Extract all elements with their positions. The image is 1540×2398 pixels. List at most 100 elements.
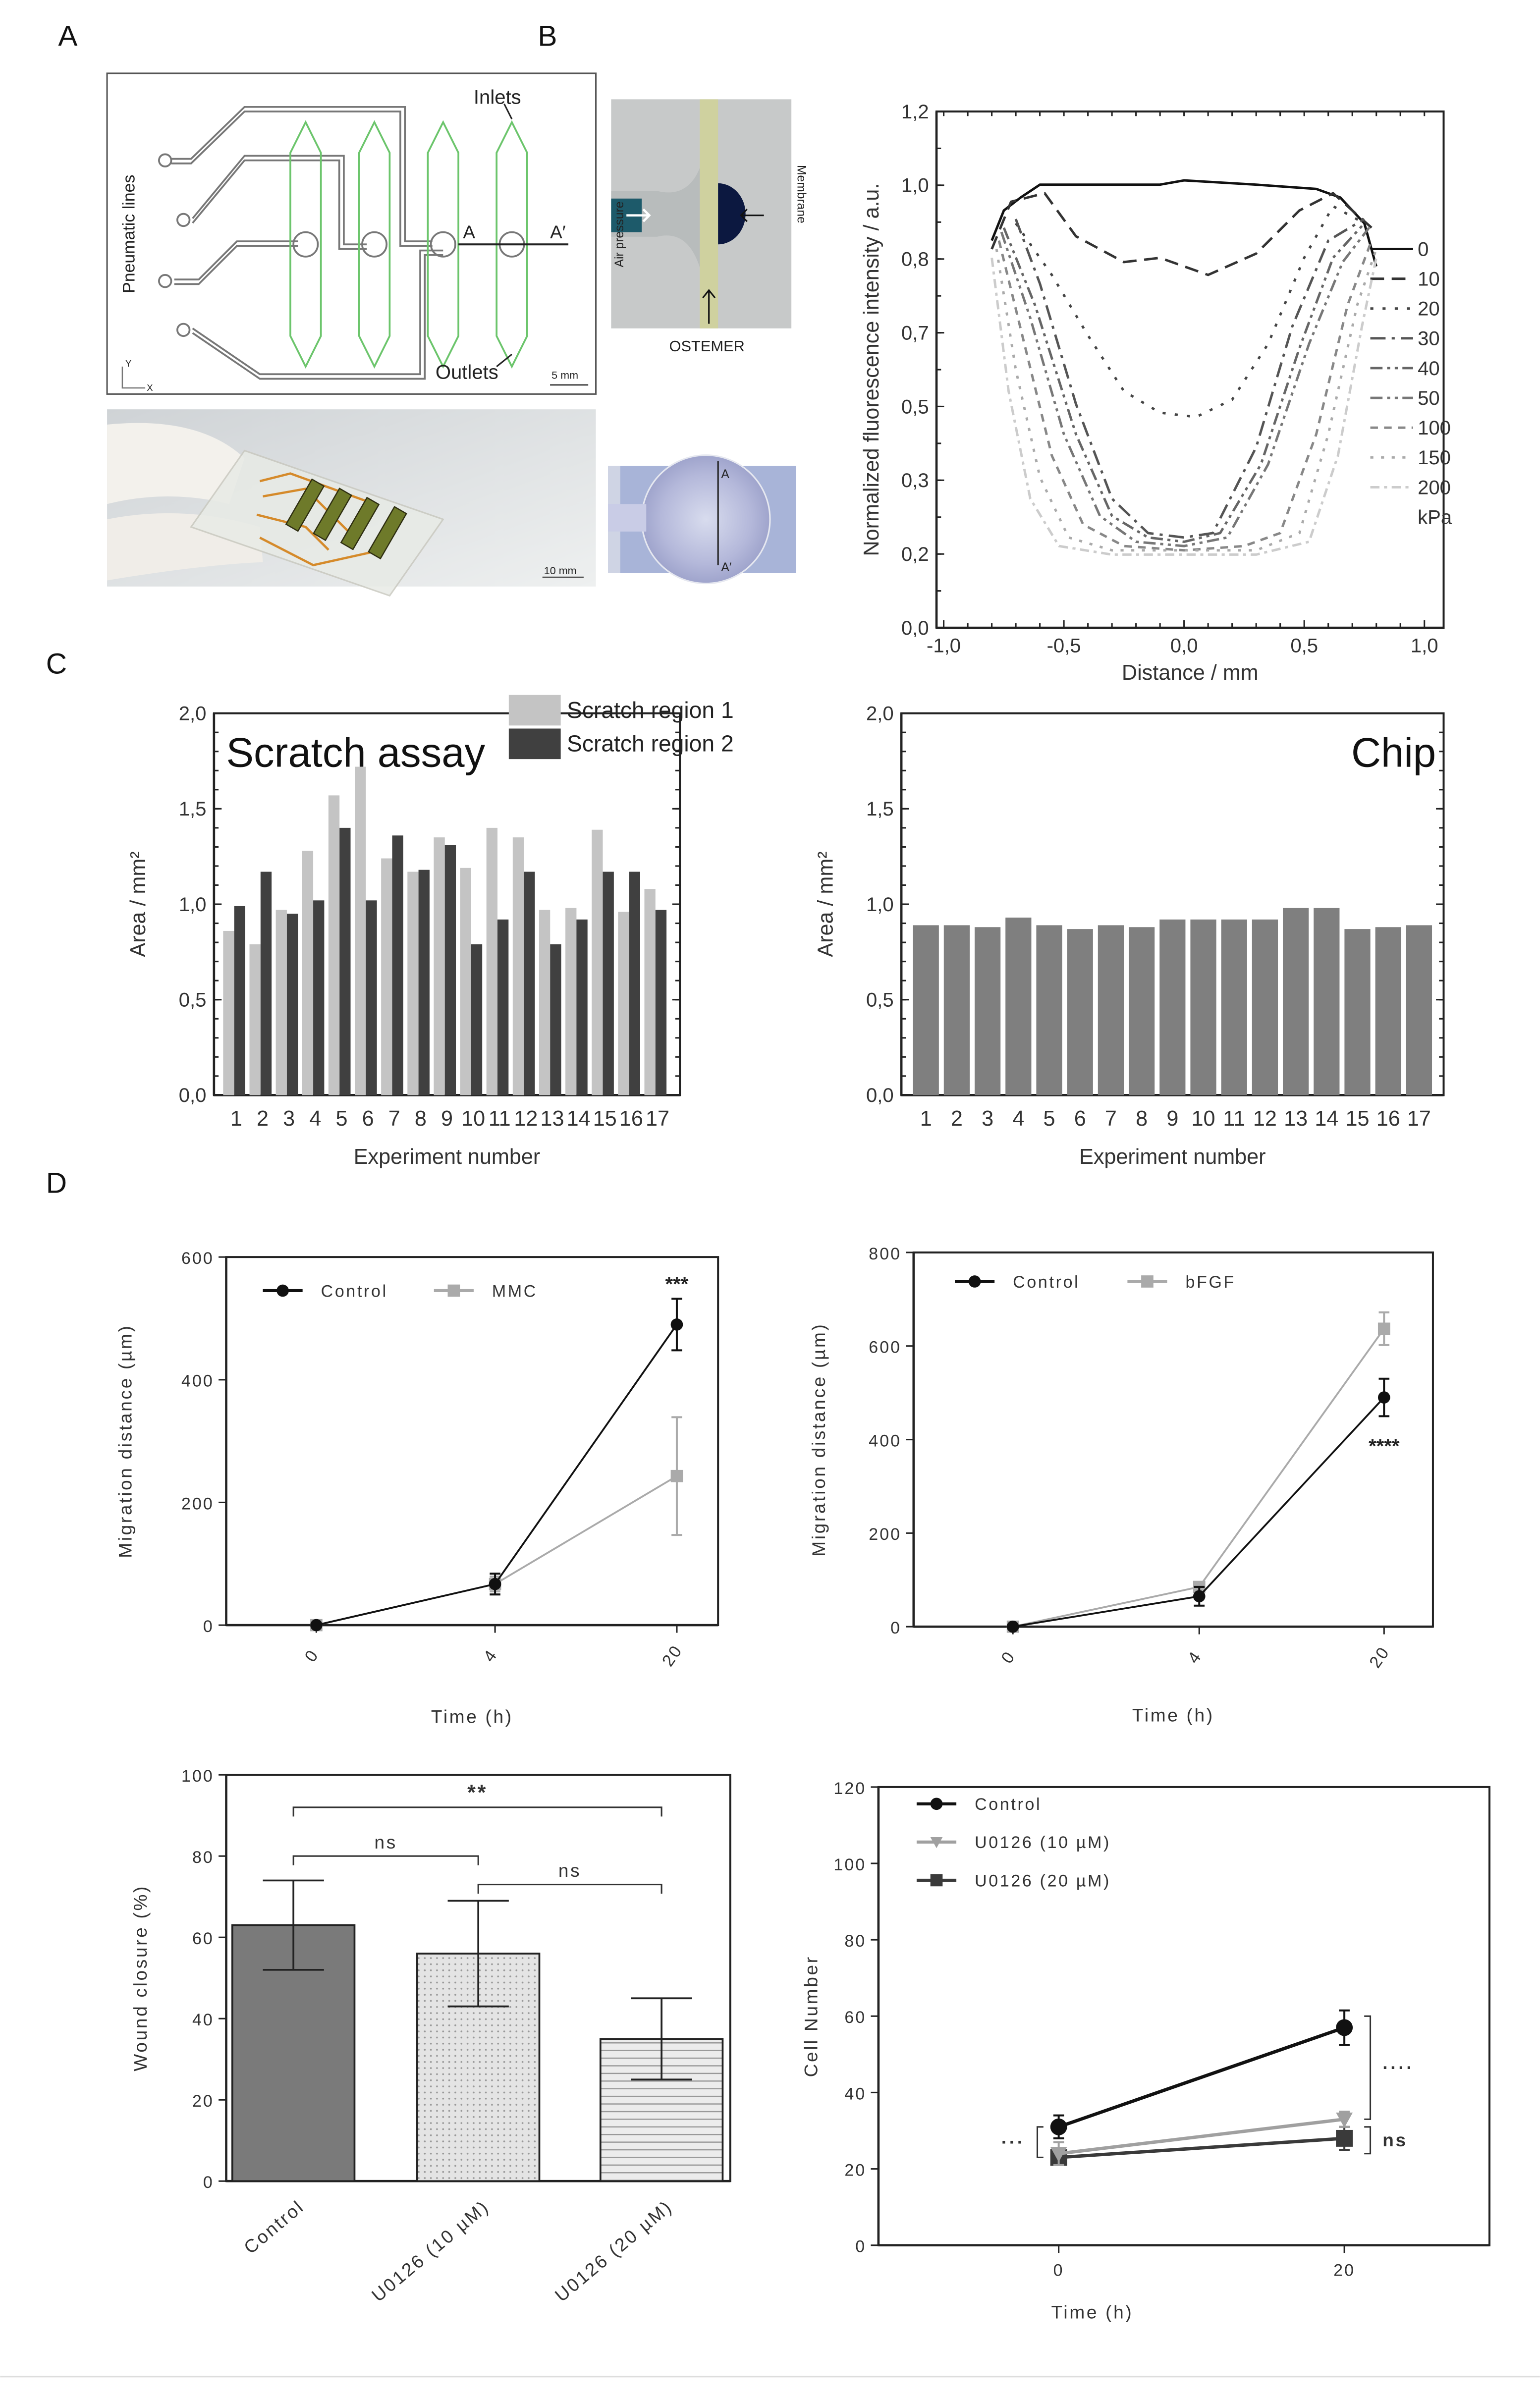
legend-swatch xyxy=(508,695,561,726)
bar-chip-exp3 xyxy=(974,927,1001,1095)
y-tick-label: 40 xyxy=(844,2084,866,2103)
plot-frame xyxy=(877,1786,1491,2246)
membrane-top-photo: A A′ xyxy=(608,454,796,585)
y-axis-label: Migration distance (µm) xyxy=(809,1322,829,1556)
legend-label: 10 xyxy=(1418,268,1440,290)
y-axis-label: Area / mm² xyxy=(814,851,837,957)
y-tick-label: 600 xyxy=(181,1249,214,1268)
significance-bracket xyxy=(1036,2126,1044,2158)
significance-label: ** xyxy=(467,1781,488,1804)
x-tick-label: 0 xyxy=(1053,2261,1064,2280)
bar-chip-exp9 xyxy=(1159,919,1186,1095)
marker-circle xyxy=(1336,2019,1353,2036)
bar-chip-exp8 xyxy=(1128,927,1155,1095)
y-tick-label: 60 xyxy=(844,2008,866,2027)
bar-region1-exp8 xyxy=(407,872,419,1095)
significance-bracket xyxy=(1364,2126,1372,2155)
legend-label: 20 xyxy=(1418,298,1440,320)
series-line-30kpa xyxy=(1014,218,1365,539)
y-tick-label: 1,5 xyxy=(866,798,894,820)
x-tick-label: -0,5 xyxy=(1047,635,1081,656)
y-axis-label: Wound closure (%) xyxy=(130,1885,151,2071)
legend-label: Scratch region 1 xyxy=(567,697,734,723)
section-a-label: A xyxy=(463,222,475,242)
x-tick-label: 11 xyxy=(1223,1107,1245,1131)
chip-schematic: Pneumatic lines Inlets Outlets A A′ 5 mm… xyxy=(106,72,597,395)
y-tick-label: 200 xyxy=(869,1525,901,1544)
wound-closure-chart: 0 20 40 60 80 100 Wound closure (%) Control U012… xyxy=(130,1767,731,2306)
membrane-side-photo: Air pressure Membrane OSTEMER xyxy=(611,99,808,355)
y-tick-label: 0,5 xyxy=(179,989,207,1011)
bar-region1-exp9 xyxy=(434,837,445,1095)
y-tick-label: 0,8 xyxy=(901,249,929,271)
bar-chip-exp12 xyxy=(1252,919,1278,1095)
marker-square xyxy=(1377,1322,1390,1335)
bar-chip-exp13 xyxy=(1282,908,1309,1095)
bar-chip-exp11 xyxy=(1221,919,1247,1095)
marker-circle xyxy=(489,1578,501,1590)
y-tick-label: 0,5 xyxy=(866,989,894,1011)
scale-bar-5mm-label: 5 mm xyxy=(551,369,578,382)
x-axis-label: Time (h) xyxy=(1132,1705,1214,1725)
marker-square xyxy=(447,1284,460,1297)
bar-region1-exp10 xyxy=(460,868,471,1095)
y-tick-label: 80 xyxy=(844,1932,866,1951)
bar-chip-exp6 xyxy=(1067,929,1093,1095)
x-axis-label: Time (h) xyxy=(431,1706,513,1727)
y-tick-label: 2,0 xyxy=(866,703,894,725)
bar-region2-exp1 xyxy=(234,906,245,1095)
marker-square xyxy=(1141,1275,1154,1288)
bar-region1-exp15 xyxy=(592,829,603,1095)
legend-label: Control xyxy=(1013,1273,1080,1292)
bar-region1-exp13 xyxy=(539,910,550,1095)
outlets-label: Outlets xyxy=(436,362,498,383)
bar-region1-exp5 xyxy=(328,795,340,1095)
bar-chip-exp14 xyxy=(1314,908,1340,1095)
x-axis-label: Distance / mm xyxy=(1122,661,1259,685)
bar-chip-exp16 xyxy=(1375,927,1401,1095)
y-tick-label: 800 xyxy=(869,1245,901,1263)
chip-chart: 0,0 0,5 1,0 1,5 2,0 Area / mm² Experiment numb… xyxy=(814,703,1445,1169)
x-tick-label: 6 xyxy=(362,1107,374,1131)
bar-chip-exp7 xyxy=(1098,925,1124,1095)
marker-circle xyxy=(968,1275,981,1288)
membrane-label: Membrane xyxy=(794,165,808,223)
y-tick-label: 80 xyxy=(192,1848,214,1867)
y-tick-label: 0,2 xyxy=(901,544,929,565)
x-tick-label: 20 xyxy=(1366,1643,1393,1672)
bar-region1-exp16 xyxy=(618,912,629,1095)
x-tick-label: 7 xyxy=(388,1107,400,1131)
series-line-u0126-20-m- xyxy=(1058,2136,1345,2159)
series-line-50kpa xyxy=(1000,227,1371,547)
legend-label: U0126 (20 µM) xyxy=(975,1871,1111,1890)
y-tick-label: 0,3 xyxy=(901,470,929,491)
legend-label: 100 xyxy=(1418,417,1451,439)
inlets-label: Inlets xyxy=(474,87,521,109)
x-tick-label: 10 xyxy=(1192,1107,1215,1131)
section-a-prime-label: A′ xyxy=(550,222,566,242)
y-tick-label: 200 xyxy=(181,1494,214,1513)
bar-region2-exp7 xyxy=(392,835,403,1095)
bar-region2-exp2 xyxy=(260,872,272,1095)
y-tick-label: 0 xyxy=(203,1617,214,1636)
bar-region2-exp17 xyxy=(655,910,667,1095)
legend-label: 150 xyxy=(1418,447,1451,469)
y-tick-label: 0 xyxy=(203,2173,214,2192)
y-tick-label: 20 xyxy=(844,2161,866,2180)
x-tick-label: 14 xyxy=(1315,1107,1338,1131)
marker-circle xyxy=(310,1619,323,1632)
legend-unit: kPa xyxy=(1418,506,1452,528)
bar-region1-exp11 xyxy=(486,827,498,1095)
x-tick-label: 4 xyxy=(309,1107,321,1131)
bar-region1-exp7 xyxy=(381,858,392,1095)
series-line-40kpa xyxy=(1002,222,1366,543)
significance-label: ···· xyxy=(1382,2058,1414,2078)
x-tick-label: 15 xyxy=(593,1107,617,1131)
x-tick-label: U0126 (10 µM) xyxy=(368,2196,493,2305)
y-tick-label: 1,0 xyxy=(901,175,929,197)
y-tick-label: 2,0 xyxy=(179,703,207,725)
x-tick-label: 12 xyxy=(514,1107,538,1131)
bar-chip-exp17 xyxy=(1406,925,1432,1095)
